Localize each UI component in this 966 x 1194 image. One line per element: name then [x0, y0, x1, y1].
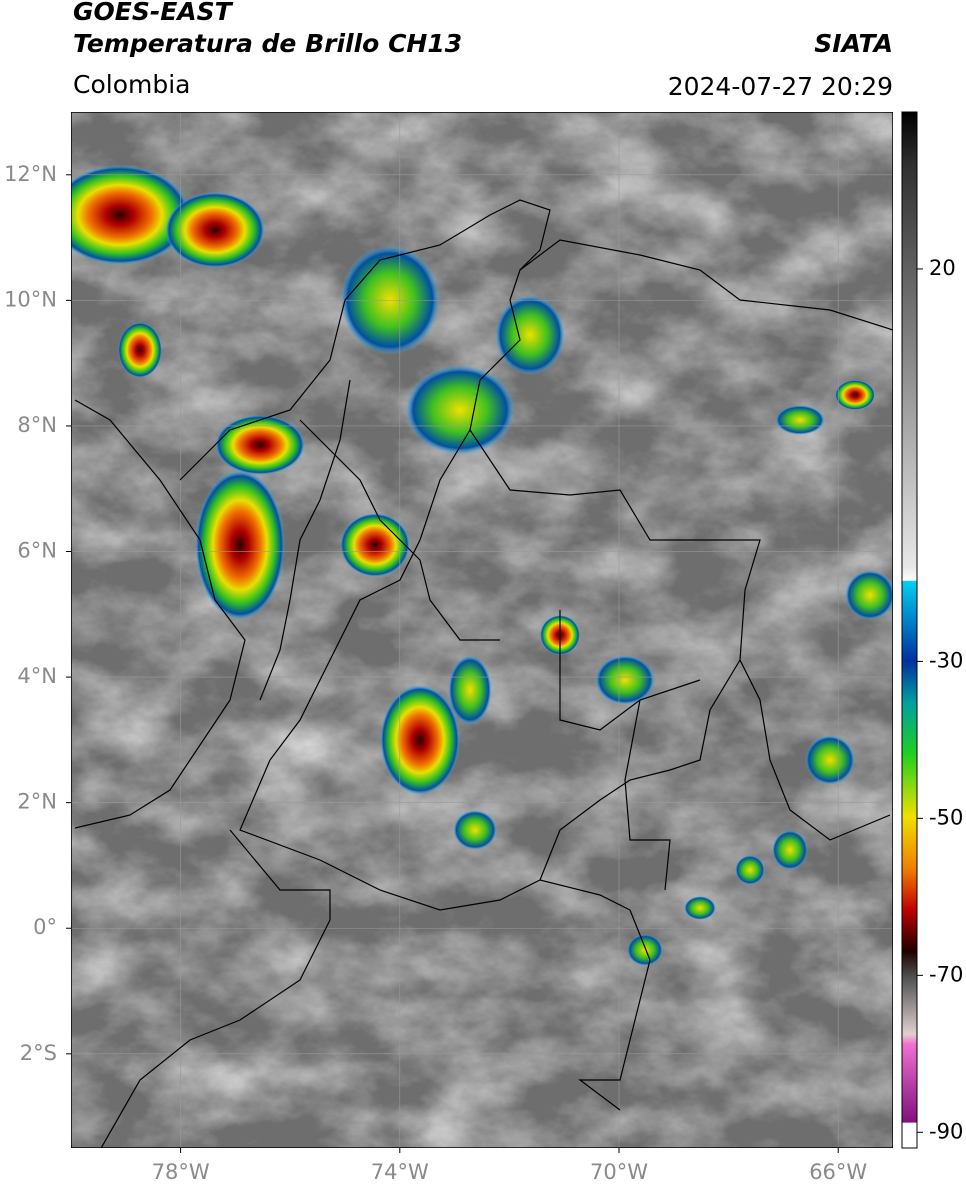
datetime: 2024-07-27 20:29 — [668, 72, 893, 101]
region: Colombia — [73, 70, 190, 99]
map-area — [71, 112, 893, 1148]
colorbar-tick-label: -90 — [929, 1119, 963, 1143]
cloud-field — [71, 112, 893, 1148]
x-tick-label: 74°W — [371, 1160, 429, 1184]
y-tick-label: 6°N — [17, 539, 57, 563]
subtitle: Temperatura de Brillo CH13 — [73, 29, 462, 58]
axes: 78°W 74°W 70°W 66°W 12°N 10°N 8°N 6°N 4°N 2°N 0° 2°… — [4, 162, 963, 1184]
y-tick-label: 8°N — [17, 413, 57, 437]
x-tick-label: 78°W — [152, 1160, 210, 1184]
colorbar-tick-label: -50 — [929, 805, 963, 829]
y-tick-label: 10°N — [4, 287, 57, 311]
title: GOES-EAST — [73, 0, 234, 26]
source: SIATA — [814, 29, 893, 58]
colorbar-tick-label: 20 — [929, 256, 956, 280]
y-tick-label: 2°S — [20, 1041, 57, 1065]
colorbar — [901, 111, 918, 1149]
x-tick-label: 70°W — [590, 1160, 648, 1184]
colorbar-tick-label: -70 — [929, 962, 963, 986]
x-tick-label: 66°W — [809, 1160, 867, 1184]
y-tick-label: 0° — [33, 915, 57, 939]
y-tick-label: 4°N — [17, 664, 57, 688]
borders — [74, 199, 893, 1148]
y-tick-label: 2°N — [17, 790, 57, 814]
colorbar-tick-label: -30 — [929, 648, 963, 672]
y-tick-label: 12°N — [4, 162, 57, 186]
